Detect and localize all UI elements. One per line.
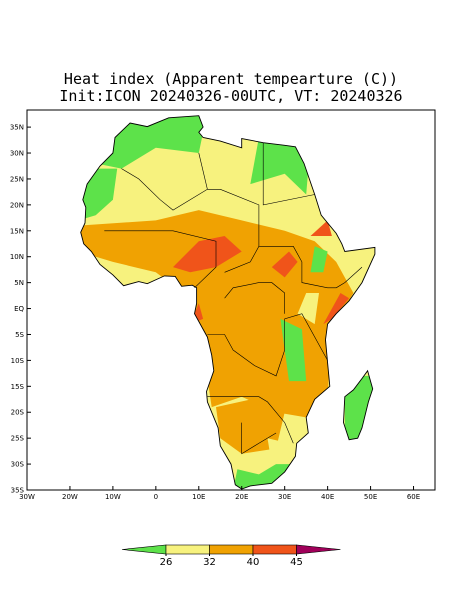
border xyxy=(207,313,328,377)
lon-tick-label: 50E xyxy=(364,493,377,501)
heat-region xyxy=(280,318,307,382)
axes: 35N 30N 25N 20N 15N 10N 5N EQ 5S 10S 15S 20S 25S 30S 3… xyxy=(10,124,420,501)
colorbar-segment xyxy=(209,544,254,555)
lat-tick-label: 20N xyxy=(10,201,24,209)
heat-region xyxy=(297,293,319,325)
map-title: Heat index (Apparent tempearture (C)) xyxy=(64,70,398,88)
heat-region xyxy=(173,236,242,273)
lat-tick-label: 15S xyxy=(11,383,25,391)
lat-tick-label: 20S xyxy=(11,409,25,417)
heat-region xyxy=(216,396,285,454)
lon-tick-label: 60E xyxy=(407,493,420,501)
heat-region xyxy=(271,251,298,278)
colorbar-label: 40 xyxy=(247,557,260,568)
lat-tick-label: 25S xyxy=(11,435,25,443)
lon-tick-label: 20E xyxy=(235,493,248,501)
border xyxy=(224,282,285,314)
heat-region xyxy=(323,293,350,325)
heat-fields xyxy=(80,115,375,489)
border xyxy=(104,230,217,289)
lat-tick-label: 30S xyxy=(11,461,25,469)
lat-tick-label: 35S xyxy=(11,487,25,495)
border xyxy=(121,168,260,273)
border xyxy=(207,396,294,444)
colorbar: 26 32 40 45 xyxy=(121,544,341,568)
lon-tick-label: 0 xyxy=(154,493,158,501)
map-frame xyxy=(26,109,436,491)
lon-tick-label: 40E xyxy=(321,493,334,501)
lat-tick-label: EQ xyxy=(14,305,24,313)
heat-region xyxy=(233,458,294,489)
heat-region xyxy=(310,220,332,236)
colorbar-segment xyxy=(252,544,297,555)
colorbar-segment xyxy=(165,544,210,555)
lon-tick-label: 30W xyxy=(19,493,35,501)
lon-tick-label: 10W xyxy=(105,493,121,501)
heat-region xyxy=(267,438,294,465)
lat-tick-label: 5S xyxy=(15,331,24,339)
lat-tick-label: 25N xyxy=(10,175,24,183)
colorbar-label: 45 xyxy=(290,557,303,568)
colorbar-label: 26 xyxy=(160,557,173,568)
map xyxy=(80,115,376,490)
lat-tick-label: 30N xyxy=(10,150,24,158)
colorbar-low xyxy=(121,544,167,555)
heat-region xyxy=(250,137,311,195)
lon-tick-label: 30E xyxy=(278,493,291,501)
colorbar-label: 32 xyxy=(203,557,216,568)
lon-tick-label: 20W xyxy=(62,493,78,501)
border xyxy=(241,422,277,455)
lat-tick-label: 15N xyxy=(10,227,24,235)
border xyxy=(198,152,208,190)
coastline xyxy=(80,115,376,490)
heat-region xyxy=(310,246,328,273)
lat-tick-label: 10S xyxy=(11,357,25,365)
lat-tick-label: 35N xyxy=(10,124,24,132)
lon-tick-label: 10E xyxy=(192,493,205,501)
lat-tick-label: 10N xyxy=(10,253,24,261)
colorbar-high xyxy=(296,544,341,555)
map-subtitle: Init:ICON 20240326-00UTC, VT: 20240326 xyxy=(59,87,402,105)
border xyxy=(262,142,315,206)
border xyxy=(258,246,363,289)
lat-tick-label: 5N xyxy=(14,279,24,287)
